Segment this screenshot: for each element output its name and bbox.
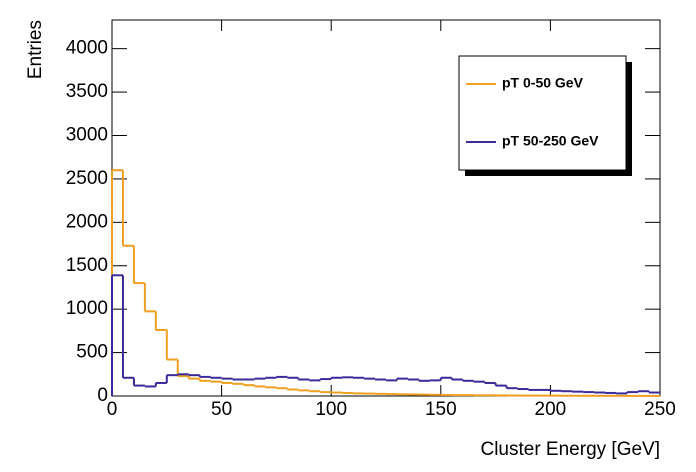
legend-label: pT 50-250 GeV [502, 133, 599, 149]
y-tick-label: 4000 [66, 38, 108, 59]
y-tick-label: 0 [97, 385, 108, 406]
x-axis-label: Cluster Energy [GeV] [480, 439, 660, 460]
y-tick-label: 1000 [66, 298, 108, 319]
y-tick-label: 500 [76, 342, 108, 363]
legend-label: pT 0-50 GeV [502, 75, 584, 91]
x-tick-label: 50 [211, 399, 232, 420]
x-tick-label: 200 [535, 399, 567, 420]
y-tick-label: 1500 [66, 255, 108, 276]
x-tick-label: 250 [644, 399, 676, 420]
y-tick-label: 3500 [66, 81, 108, 102]
x-tick-label: 100 [315, 399, 347, 420]
legend-box [458, 55, 627, 171]
y-axis-label: Entries [25, 20, 46, 79]
x-tick-label: 150 [425, 399, 457, 420]
y-tick-label: 2000 [66, 211, 108, 232]
y-tick-label: 2500 [66, 168, 108, 189]
x-tick-label: 0 [107, 399, 118, 420]
y-tick-label: 3000 [66, 125, 108, 146]
